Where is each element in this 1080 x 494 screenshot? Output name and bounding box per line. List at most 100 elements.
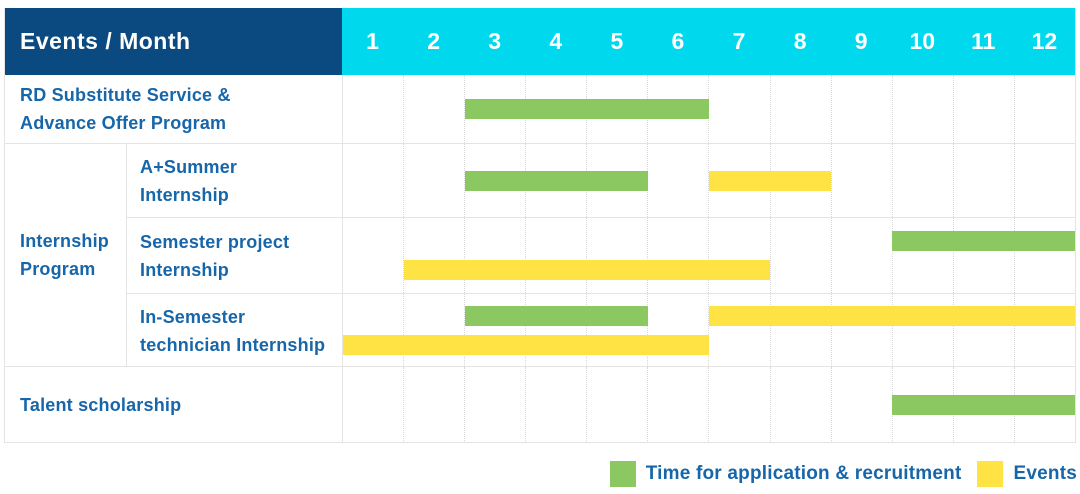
events-bar <box>709 170 831 191</box>
month-gridline-cell <box>830 218 892 293</box>
month-gridline-cell <box>891 75 953 143</box>
month-label: 9 <box>854 28 868 54</box>
month-gridline-cell <box>830 144 892 217</box>
month-grid <box>343 294 1075 367</box>
bar-lane <box>343 231 1075 251</box>
events-month-header-label: Events / Month <box>5 8 342 75</box>
month-label: 8 <box>793 28 807 54</box>
month-gridline-cell <box>769 367 831 443</box>
row-label-line: RD Substitute Service & <box>20 85 231 105</box>
month-label: 12 <box>1031 28 1058 54</box>
application-recruitment-bar <box>892 231 1075 251</box>
month-gridline-cell <box>464 294 525 367</box>
month-label: 5 <box>610 28 624 54</box>
month-label: 11 <box>971 28 996 54</box>
month-gridline-cell <box>769 218 831 293</box>
month-gridline-cell <box>830 367 892 443</box>
month-gridline-cell <box>708 367 769 443</box>
month-gridline-cell <box>586 294 647 367</box>
row-label-talent-scholarship: Talent scholarship <box>5 367 342 443</box>
month-gridline-cell <box>769 294 831 367</box>
legend: Time for application & recruitment Event… <box>609 458 1077 490</box>
month-gridline-cell <box>525 367 586 443</box>
row-label-line: In-Semester <box>140 306 246 327</box>
bar-lanes <box>343 75 1075 143</box>
bar-lanes <box>343 218 1075 293</box>
month-gridline-cell <box>891 218 953 293</box>
month-gridline-cell <box>525 294 586 367</box>
row-chart-area <box>342 75 1075 143</box>
row-a-summer-internship: A+Summer Internship <box>126 144 1075 218</box>
month-gridline-cell <box>403 144 464 217</box>
row-chart-area <box>342 367 1075 443</box>
month-gridline-cell <box>403 75 464 143</box>
month-gridline-cell <box>464 367 525 443</box>
row-label-line: Talent scholarship <box>20 395 182 415</box>
month-gridline-cell <box>403 367 464 443</box>
application-recruitment-bar <box>465 306 648 326</box>
month-gridline-cell <box>464 75 525 143</box>
month-gridline-cell <box>1013 144 1075 217</box>
row-label-rd-substitute-service: RD Substitute Service & Advance Offer Pr… <box>5 75 342 143</box>
legend-item-application-recruitment: Time for application & recruitment <box>609 461 962 487</box>
row-label-a-summer-internship: A+Summer Internship <box>126 144 342 217</box>
month-gridline-cell <box>464 144 525 217</box>
month-gridline-cell <box>891 144 953 217</box>
month-gridline-cell <box>403 294 464 367</box>
month-gridline-cell <box>952 75 1014 143</box>
bar-lane <box>343 170 1075 191</box>
row-talent-scholarship: Talent scholarship <box>5 367 1075 443</box>
month-gridline-cell <box>952 144 1014 217</box>
month-gridline-cell <box>586 367 647 443</box>
month-header-row: 1 2 3 4 5 6 7 8 9 10 11 12 <box>342 8 1075 75</box>
month-gridline-cell <box>1013 218 1075 293</box>
legend-label: Events <box>1013 463 1077 484</box>
row-in-semester-technician-internship: In-Semester technician Internship <box>126 294 1075 367</box>
events-bar <box>709 306 1075 326</box>
row-label-line: Advance Offer Program <box>20 113 227 133</box>
bar-lanes <box>343 294 1075 367</box>
group-label-line: Program <box>20 259 96 279</box>
header-row: Events / Month 1 2 3 4 5 6 7 8 9 10 11 12 <box>5 8 1075 75</box>
group-label-internship-program: Internship Program <box>5 144 126 366</box>
bar-lane <box>343 260 1075 280</box>
bar-lanes <box>343 367 1075 443</box>
month-gridline-cell <box>708 218 769 293</box>
month-grid <box>343 218 1075 293</box>
events-bar <box>404 260 770 280</box>
application-recruitment-bar <box>465 99 709 119</box>
gantt-table: Events / Month 1 2 3 4 5 6 7 8 9 10 11 12 RD Substi… <box>4 8 1076 443</box>
month-gridline-cell <box>708 144 769 217</box>
row-chart-area <box>342 218 1075 293</box>
month-gridline-cell <box>891 294 953 367</box>
month-gridline-cell <box>403 218 464 293</box>
month-label: 6 <box>671 28 685 54</box>
month-gridline-cell <box>769 75 831 143</box>
month-gridline-cell <box>708 294 769 367</box>
application-recruitment-bar <box>465 170 648 191</box>
row-rd-substitute-service: RD Substitute Service & Advance Offer Pr… <box>5 75 1075 144</box>
bar-lane <box>343 306 1075 326</box>
bar-lane <box>343 99 1075 119</box>
month-label: 7 <box>732 28 746 54</box>
month-label: 4 <box>549 28 563 54</box>
group-label-line: Internship <box>20 231 110 251</box>
application-recruitment-bar <box>892 395 1075 415</box>
month-gridline-cell <box>830 75 892 143</box>
row-label-line: A+Summer <box>140 156 238 177</box>
row-label-in-semester-technician-internship: In-Semester technician Internship <box>126 294 342 367</box>
legend-label: Time for application & recruitment <box>645 463 962 484</box>
bar-lane <box>343 335 1075 355</box>
month-gridline-cell <box>952 218 1014 293</box>
month-label: 1 <box>366 28 379 54</box>
row-label-semester-project-internship: Semester project Internship <box>126 218 342 293</box>
bar-lanes <box>343 144 1075 217</box>
month-label: 3 <box>488 28 502 54</box>
events-bar <box>343 335 709 355</box>
row-chart-area <box>342 144 1075 217</box>
month-gridline-cell <box>525 218 586 293</box>
legend-item-events: Events <box>977 461 1077 487</box>
month-gridline-cell <box>647 294 708 367</box>
month-gridline-cell <box>830 294 892 367</box>
row-label-line: Internship <box>140 184 230 205</box>
